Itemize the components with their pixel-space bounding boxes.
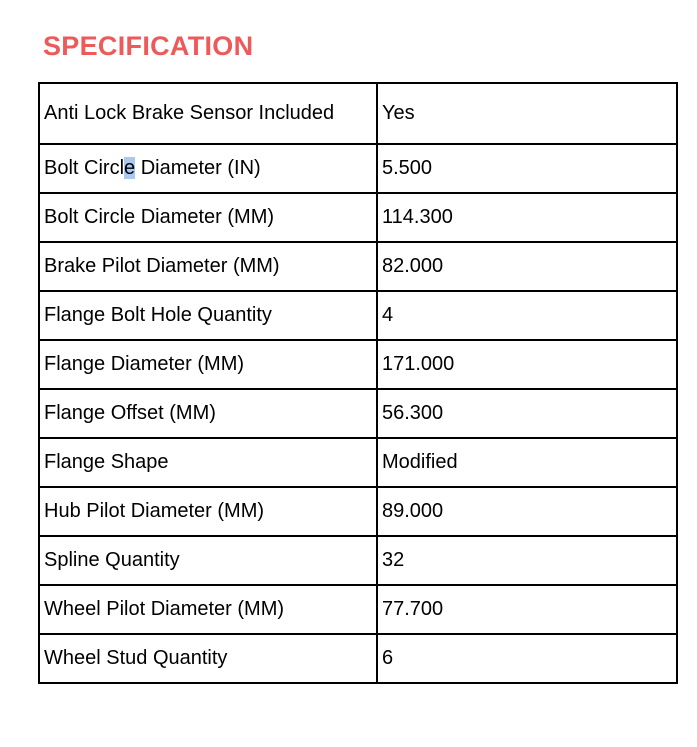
spec-value: Modified	[376, 437, 678, 488]
spec-label: Bolt Circle Diameter (MM)	[38, 192, 378, 243]
spec-label: Anti Lock Brake Sensor Included	[38, 82, 378, 145]
spec-value: 56.300	[376, 388, 678, 439]
spec-value: Yes	[376, 82, 678, 145]
table-row: Spline Quantity 32	[38, 535, 678, 586]
spec-value: 32	[376, 535, 678, 586]
table-row: Wheel Pilot Diameter (MM) 77.700	[38, 584, 678, 635]
specification-table: Anti Lock Brake Sensor Included Yes Bolt C…	[38, 82, 678, 684]
spec-label: Bolt Circle Diameter (IN)	[38, 143, 378, 194]
spec-value: 171.000	[376, 339, 678, 390]
spec-value: 114.300	[376, 192, 678, 243]
spec-value: 5.500	[376, 143, 678, 194]
table-row: Hub Pilot Diameter (MM) 89.000	[38, 486, 678, 537]
table-row: Flange Shape Modified	[38, 437, 678, 488]
spec-value: 77.700	[376, 584, 678, 635]
spec-value: 82.000	[376, 241, 678, 292]
table-row: Bolt Circle Diameter (IN) 5.500	[38, 143, 678, 194]
spec-label: Hub Pilot Diameter (MM)	[38, 486, 378, 537]
spec-label: Flange Offset (MM)	[38, 388, 378, 439]
table-row: Flange Bolt Hole Quantity 4	[38, 290, 678, 341]
spec-label: Spline Quantity	[38, 535, 378, 586]
page-title: SPECIFICATION	[43, 31, 254, 61]
table-row: Flange Offset (MM) 56.300	[38, 388, 678, 439]
spec-label: Wheel Stud Quantity	[38, 633, 378, 684]
spec-label: Brake Pilot Diameter (MM)	[38, 241, 378, 292]
table-row: Brake Pilot Diameter (MM) 82.000	[38, 241, 678, 292]
specification-table-body: Anti Lock Brake Sensor Included Yes Bolt C…	[38, 82, 678, 684]
spec-value: 6	[376, 633, 678, 684]
spec-label: Flange Shape	[38, 437, 378, 488]
spec-label: Flange Bolt Hole Quantity	[38, 290, 378, 341]
text-selection-highlight: e	[124, 156, 136, 179]
spec-label: Flange Diameter (MM)	[38, 339, 378, 390]
table-row: Wheel Stud Quantity 6	[38, 633, 678, 684]
spec-value: 89.000	[376, 486, 678, 537]
table-row: Bolt Circle Diameter (MM) 114.300	[38, 192, 678, 243]
table-row: Flange Diameter (MM) 171.000	[38, 339, 678, 390]
spec-label: Wheel Pilot Diameter (MM)	[38, 584, 378, 635]
table-row: Anti Lock Brake Sensor Included Yes	[38, 82, 678, 145]
spec-value: 4	[376, 290, 678, 341]
